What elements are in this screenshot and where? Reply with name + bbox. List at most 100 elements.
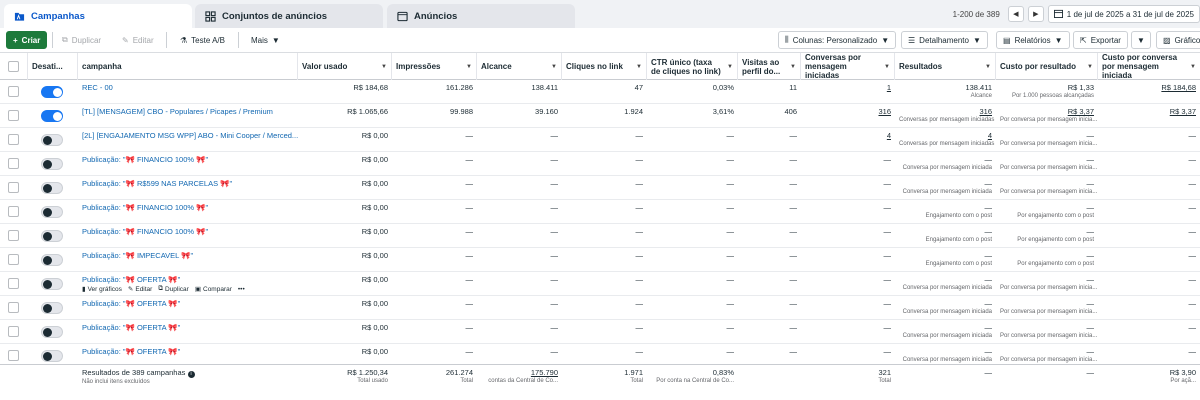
campaign-name-link[interactable]: Publicação: "🎀 OFERTA 🎀" [82, 347, 181, 356]
sort-caret-icon[interactable]: ▼ [551, 64, 557, 70]
header-profile-visits[interactable]: Visitas ao perfil do... ▼ [738, 53, 801, 80]
sort-caret-icon[interactable]: ▼ [636, 64, 642, 70]
export-dropdown-button[interactable]: ▼ [1131, 31, 1151, 49]
sort-caret-icon[interactable]: ▼ [381, 64, 387, 70]
row-checkbox[interactable] [8, 350, 19, 361]
campaign-status-toggle[interactable] [41, 302, 63, 314]
table-row[interactable]: REC - 00 R$ 184,68 161.286 138.411 47 0,03% 11… [0, 80, 1200, 104]
campaign-status-toggle[interactable] [41, 110, 63, 122]
row-checkbox[interactable] [8, 278, 19, 289]
columns-button[interactable]: ⫼ Colunas: Personalizado ▼ [778, 31, 897, 49]
more-actions-button[interactable]: ••• [238, 285, 245, 293]
header-ctr[interactable]: CTR único (taxa de cliques no link) ▼ [647, 53, 738, 80]
campaign-name-link[interactable]: [2L] [ENGAJAMENTO MSG WPP] ABO - Mini Co… [82, 131, 298, 140]
campaign-name-link[interactable]: Publicação: "🎀 OFERTA 🎀" [82, 323, 181, 332]
table-row[interactable]: Publicação: "🎀 R$599 NAS PARCELAS 🎀" R$ 0… [0, 176, 1200, 200]
table-row[interactable]: Publicação: "🎀 OFERTA 🎀" R$ 0,00— — — — — — — Co… [0, 296, 1200, 320]
breakdown-button[interactable]: ☰ Detalhamento ▼ [901, 31, 988, 49]
campaign-status-toggle[interactable] [41, 326, 63, 338]
table-row[interactable]: [TL] [MENSAGEM] CBO - Populares / Picape… [0, 104, 1200, 128]
campaign-name-link[interactable]: Publicação: "🎀 FINANCIO 100% 🎀" [82, 227, 209, 236]
campaign-status-toggle[interactable] [41, 230, 63, 242]
sort-caret-icon[interactable]: ▼ [884, 64, 890, 70]
table-row[interactable]: Publicação: "🎀 OFERTA 🎀" R$ 0,00— — — — — — — Co… [0, 320, 1200, 344]
cell-value[interactable]: 316 [979, 107, 992, 116]
table-row[interactable]: Publicação: "🎀 FINANCIO 100% 🎀" R$ 0,00— —… [0, 152, 1200, 176]
header-select-all[interactable] [0, 53, 28, 80]
duplicate-link[interactable]: ⧉ Duplicar [158, 285, 189, 293]
campaign-name-link[interactable]: Publicação: "🎀 R$599 NAS PARCELAS 🎀" [82, 179, 233, 188]
select-all-checkbox[interactable] [8, 61, 19, 72]
campaign-status-toggle[interactable] [41, 134, 63, 146]
campaign-status-toggle[interactable] [41, 254, 63, 266]
more-button[interactable]: Mais ▼ [244, 31, 287, 49]
campaign-status-toggle[interactable] [41, 86, 63, 98]
campaign-status-toggle[interactable] [41, 206, 63, 218]
campaign-status-toggle[interactable] [41, 182, 63, 194]
view-charts-link[interactable]: ▮ Ver gráficos [82, 285, 122, 294]
cell-value[interactable]: R$ 3,37 [1067, 107, 1094, 116]
sort-caret-icon[interactable]: ▼ [466, 64, 472, 70]
header-results[interactable]: Resultados ▼ [895, 53, 996, 80]
compare-link[interactable]: ▣ Comparar [195, 285, 232, 294]
row-checkbox[interactable] [8, 158, 19, 169]
table-row[interactable]: Publicação: "🎀 FINANCIO 100% 🎀" R$ 0,00— —… [0, 200, 1200, 224]
row-checkbox[interactable] [8, 86, 19, 97]
table-row[interactable]: [2L] [ENGAJAMENTO MSG WPP] ABO - Mini Co… [0, 128, 1200, 152]
cell-value[interactable]: 1 [886, 83, 891, 92]
cell-value[interactable]: R$ 3,37 [1169, 107, 1196, 116]
campaign-status-toggle[interactable] [41, 278, 63, 290]
campaign-name-link[interactable]: Publicação: "🎀 FINANCIO 100% 🎀" [82, 155, 209, 164]
sort-caret-icon[interactable]: ▼ [790, 64, 796, 70]
header-reach[interactable]: Alcance ▼ [477, 53, 562, 80]
row-checkbox[interactable] [8, 206, 19, 217]
sort-caret-icon[interactable]: ▼ [985, 64, 991, 70]
row-checkbox[interactable] [8, 254, 19, 265]
campaign-status-toggle[interactable] [41, 158, 63, 170]
campaign-name-link[interactable]: Publicação: "🎀 OFERTA 🎀" [82, 275, 181, 284]
campaign-name-link[interactable]: Publicação: "🎀 OFERTA 🎀" [82, 299, 181, 308]
header-conversations[interactable]: Conversas por mensagem iniciadas ▼ [801, 53, 895, 80]
cell-value[interactable]: 316 [878, 107, 891, 116]
campaign-name-link[interactable]: Publicação: "🎀 IMPECAVEL 🎀" [82, 251, 194, 260]
prev-page-button[interactable]: ◀ [1007, 6, 1024, 22]
tab-campaigns[interactable]: Campanhas [4, 4, 192, 28]
header-campaign[interactable]: campanha [78, 53, 298, 80]
duplicate-button[interactable]: ⧉ Duplicar [55, 31, 109, 49]
cell-value[interactable]: R$ 184,68 [1161, 83, 1196, 92]
header-link-clicks[interactable]: Cliques no link ▼ [562, 53, 647, 80]
export-button[interactable]: ⇱ Exportar [1073, 31, 1128, 49]
table-row[interactable]: Publicação: "🎀 IMPECAVEL 🎀" R$ 0,00— — — — — —… [0, 248, 1200, 272]
row-checkbox[interactable] [8, 326, 19, 337]
charts-button[interactable]: ▨ Gráficos [1156, 31, 1200, 49]
sort-caret-icon[interactable]: ▼ [1087, 64, 1093, 70]
campaign-name-link[interactable]: [TL] [MENSAGEM] CBO - Populares / Picape… [82, 107, 273, 116]
tab-ads[interactable]: Anúncios [387, 4, 575, 28]
campaign-status-toggle[interactable] [41, 350, 63, 362]
create-button[interactable]: + Criar [6, 31, 48, 49]
reports-button[interactable]: ▤ Relatórios ▼ [996, 31, 1070, 49]
table-row[interactable]: Publicação: "🎀 OFERTA 🎀" ▮ Ver gráficos ✎ Ed… [0, 272, 1200, 296]
header-spend[interactable]: Valor usado ▼ [298, 53, 392, 80]
date-range-picker[interactable]: 1 de jul de 2025 a 31 de jul de 2025 [1047, 5, 1200, 23]
header-toggle[interactable]: Desati... [28, 53, 78, 80]
row-checkbox[interactable] [8, 302, 19, 313]
sort-caret-icon[interactable]: ▼ [1190, 64, 1196, 70]
row-checkbox[interactable] [8, 230, 19, 241]
header-cost-per-result[interactable]: Custo por resultado ▼ [996, 53, 1098, 80]
totals-value[interactable]: 175.790 [530, 368, 558, 377]
campaign-name-link[interactable]: REC - 00 [82, 83, 113, 92]
row-checkbox[interactable] [8, 110, 19, 121]
ab-test-button[interactable]: ⚗ Teste A/B [173, 31, 232, 49]
edit-button[interactable]: ✎ Editar [115, 31, 161, 49]
sort-caret-icon[interactable]: ▼ [727, 64, 733, 70]
next-page-button[interactable]: ▶ [1027, 6, 1044, 22]
cell-value[interactable]: 4 [987, 131, 992, 140]
header-impressions[interactable]: Impressões ▼ [392, 53, 477, 80]
edit-link[interactable]: ✎ Editar [128, 285, 152, 294]
campaign-name-link[interactable]: Publicação: "🎀 FINANCIO 100% 🎀" [82, 203, 209, 212]
row-checkbox[interactable] [8, 134, 19, 145]
cell-value[interactable]: 4 [886, 131, 891, 140]
info-icon[interactable]: i [187, 371, 195, 378]
table-row[interactable]: Publicação: "🎀 FINANCIO 100% 🎀" R$ 0,00— —… [0, 224, 1200, 248]
